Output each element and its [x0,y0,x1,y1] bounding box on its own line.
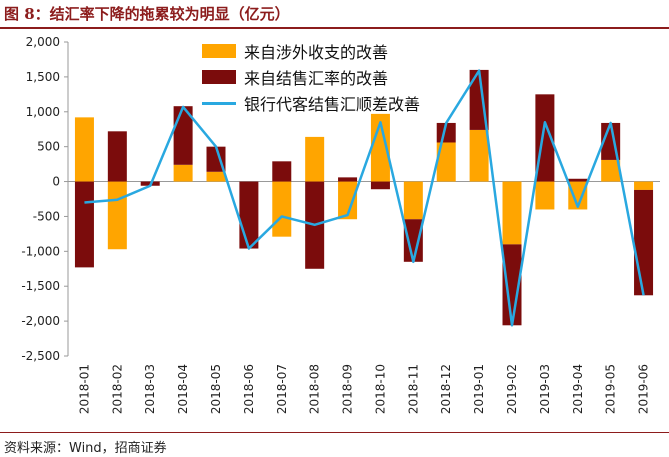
bar-fx-rate [535,94,555,182]
legend-swatch-orange [202,44,236,58]
bar-fx-rate [502,244,522,326]
x-tick-label: 2019-03 [538,364,552,414]
bar-trade [601,159,621,182]
series-line [84,69,645,327]
y-tick-label: 1,500 [26,70,60,84]
bar-fx-rate [634,189,654,296]
legend-swatch-darkred [202,70,236,84]
x-tick-label: 2018-06 [242,364,256,414]
y-tick-labels: 2,000 1,500 1,000 500 0 -500 -1,000 -1,500 -2,00… [21,35,60,363]
legend-label-darkred: 来自结售汇率的改善 [244,69,389,88]
x-tick-label: 2018-11 [406,364,420,414]
y-tick-label: 500 [37,140,60,154]
y-tick-label: -1,000 [21,244,60,258]
bar-trade [634,181,654,190]
y-tick-label: -500 [33,209,60,223]
bar-trade [370,113,390,182]
bar-trade [469,129,489,182]
legend-item-darkred: 来自结售汇率的改善 [202,64,420,90]
bar-fx-rate [370,181,390,190]
legend: 来自涉外收支的改善 来自结售汇率的改善 银行代客结售汇顺差改善 [202,38,420,116]
bar-fx-rate [403,219,423,262]
bar-fx-rate [107,131,127,182]
legend-label-orange: 来自涉外收支的改善 [244,43,389,62]
y-tick-label: 0 [52,175,60,189]
x-tick-label: 2019-05 [604,364,618,414]
y-tick-label: -2,000 [21,314,60,328]
y-tick-label: -2,500 [21,349,60,363]
x-tick-label: 2018-09 [341,364,355,414]
x-tick-label: 2018-12 [439,364,453,414]
bar-fx-rate [239,181,259,249]
y-tick-label: -1,500 [21,279,60,293]
legend-item-line: 银行代客结售汇顺差改善 [202,90,420,116]
legend-swatch-line [202,101,236,105]
x-tick-label: 2019-06 [637,364,651,414]
bar-trade [272,181,292,237]
x-tick-label: 2018-05 [209,364,223,414]
legend-label-line: 银行代客结售汇顺差改善 [244,95,421,114]
bar-trade [173,164,193,182]
x-tick-labels: 2018-01 2018-02 2018-03 2018-04 2018-05 2018-… [77,364,650,414]
bar-fx-rate [338,177,358,182]
title-rule [0,27,669,29]
bar-trade [403,181,423,220]
bar-trade [338,181,358,220]
bar-fx-rate [568,178,588,182]
x-tick-label: 2019-01 [472,364,486,414]
chart: 2018-01 2018-02 2018-03 2018-04 2018-05 2018-… [21,35,660,414]
bar-trade [74,117,94,182]
x-tick-label: 2018-01 [77,364,91,414]
x-tick-label: 2018-10 [373,364,387,414]
bar-trade [436,142,456,182]
axes [64,41,660,357]
bar-trade [305,136,325,182]
bar-trade [568,181,588,210]
bar-trade [502,181,522,245]
x-tick-label: 2018-04 [176,364,190,414]
x-tick-label: 2019-02 [505,364,519,414]
bar-fx-rate [206,146,226,172]
bar-fx-rate [74,181,94,268]
source-note: 资料来源：Wind，招商证券 [4,441,167,456]
legend-item-orange: 来自涉外收支的改善 [202,38,420,64]
bar-trade [107,181,127,250]
x-tick-label: 2018-03 [143,364,157,414]
x-tick-label: 2019-04 [571,364,585,414]
bar-trade [206,171,226,182]
y-tick-label: 1,000 [26,105,60,119]
y-tick-label: 2,000 [26,35,60,49]
chart-title: 图 8：结汇率下降的拖累较为明显（亿元） [4,5,290,23]
bar-fx-rate [272,161,292,182]
bar-trade [535,181,555,210]
series-line-group [84,69,645,327]
x-tick-label: 2018-02 [110,364,124,414]
footer-rule [0,432,669,433]
x-tick-label: 2018-07 [275,364,289,414]
x-tick-label: 2018-08 [308,364,322,414]
